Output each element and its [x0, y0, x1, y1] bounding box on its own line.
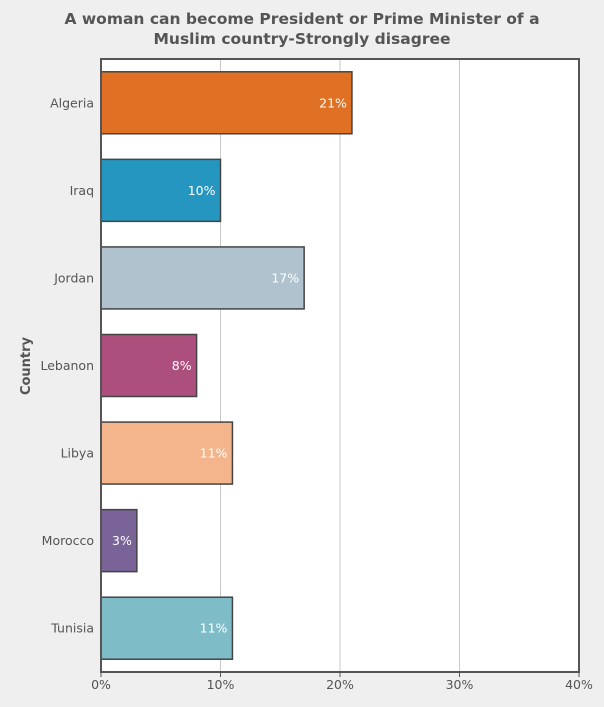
category-label-tunisia: Tunisia: [50, 621, 94, 636]
bar-value-label-jordan: 17%: [271, 270, 299, 285]
bar-value-label-algeria: 21%: [319, 95, 347, 110]
category-label-lebanon: Lebanon: [40, 358, 94, 373]
bar-value-label-morocco: 3%: [112, 533, 132, 548]
chart-title-line-1: A woman can become President or Prime Mi…: [64, 10, 540, 28]
bar-algeria: [100, 71, 353, 135]
axes: Algeria Iraq Jordan Lebanon Libya Morocco Tuni…: [40, 95, 593, 692]
category-label-algeria: Algeria: [50, 95, 94, 110]
category-label-libya: Libya: [61, 446, 94, 461]
bar-tunisia: [100, 596, 234, 660]
bar-iraq: [100, 158, 222, 223]
x-tick-label-0: 0%: [91, 677, 111, 692]
chart-title-line-2: Muslim country-Strongly disagree: [153, 30, 451, 48]
category-label-morocco: Morocco: [42, 533, 94, 548]
y-axis-title: Country: [19, 336, 34, 395]
x-tick-label-4: 40%: [565, 677, 593, 692]
bar-morocco: [100, 508, 138, 573]
bar-value-label-lebanon: 8%: [172, 358, 192, 373]
category-label-jordan: Jordan: [53, 270, 94, 285]
bar-value-label-tunisia: 11%: [200, 621, 228, 636]
x-tick-label-1: 10%: [207, 677, 235, 692]
bar-value-label-libya: 11%: [200, 446, 228, 461]
x-tick-label-2: 20%: [326, 677, 354, 692]
category-label-iraq: Iraq: [70, 183, 94, 198]
x-tick-label-3: 30%: [446, 677, 474, 692]
bar-value-label-iraq: 10%: [188, 183, 216, 198]
